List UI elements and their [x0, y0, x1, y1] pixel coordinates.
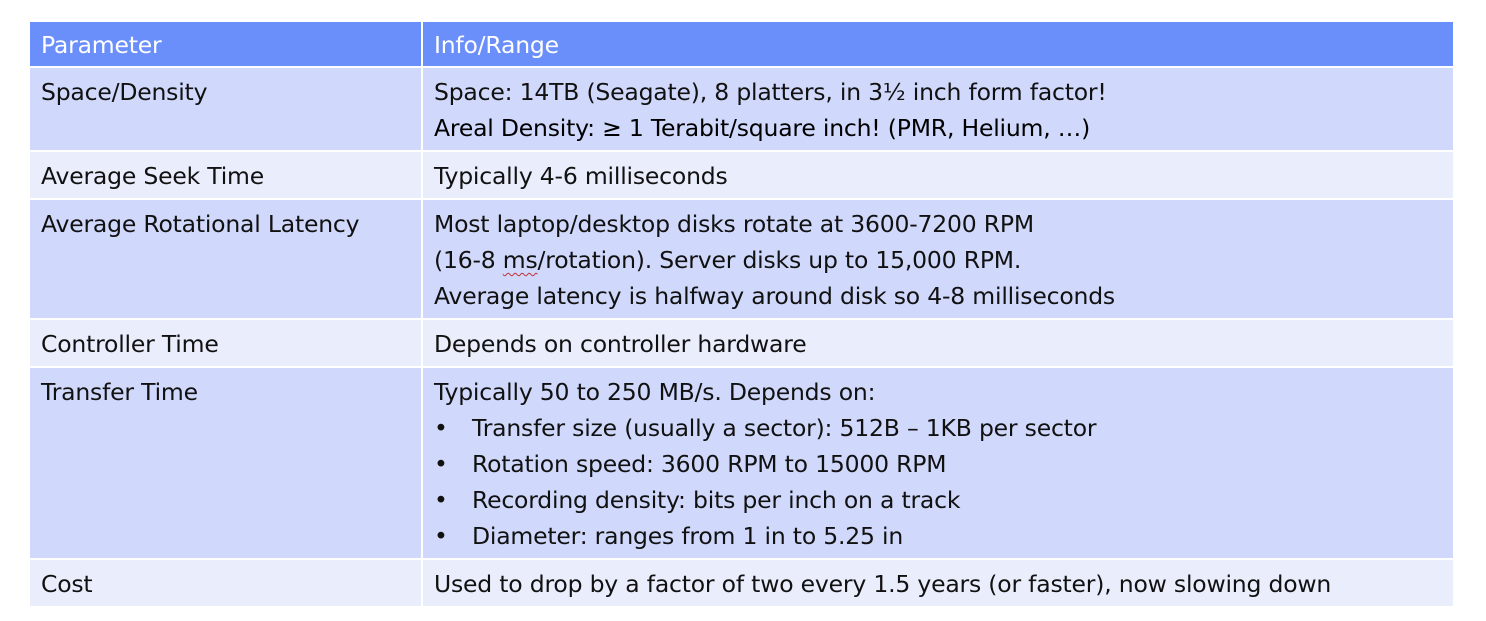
bullet-text: Diameter: ranges from 1 in to 5.25 in: [472, 522, 904, 550]
info-line-areal-density: Areal Density: ≥ 1 Terabit/square inch! …: [434, 114, 1091, 142]
info-line: Average latency is halfway around disk s…: [434, 282, 1115, 310]
info-line: Depends on controller hardware: [434, 330, 807, 358]
bullet-text: Rotation speed: 3600 RPM to 15000 RPM: [472, 450, 947, 478]
info-text: (16-8: [434, 246, 503, 274]
info-cell: Typically 4-6 milliseconds: [421, 150, 1455, 200]
table-row-controller-time: Controller Time Depends on controller ha…: [28, 318, 1455, 368]
table-header-row: Parameter Info/Range: [28, 20, 1455, 68]
bullet-icon: •: [434, 522, 448, 550]
spellcheck-marked-word: ms: [502, 246, 538, 274]
bullet-icon: •: [434, 450, 448, 478]
info-cell: Space: 14TB (Seagate), 8 platters, in 3½…: [421, 66, 1455, 152]
table-row-transfer-time: Transfer Time Typically 50 to 250 MB/s. …: [28, 366, 1455, 560]
param-cell: Cost: [28, 558, 423, 608]
param-cell: Average Rotational Latency: [28, 198, 423, 320]
bullet-icon: •: [434, 414, 448, 442]
info-line: (16-8 ms/rotation). Server disks up to 1…: [434, 242, 1443, 278]
info-line: Most laptop/desktop disks rotate at 3600…: [434, 210, 1034, 238]
info-cell: Most laptop/desktop disks rotate at 3600…: [421, 198, 1455, 320]
info-cell: Depends on controller hardware: [421, 318, 1455, 368]
info-cell: Typically 50 to 250 MB/s. Depends on: • T…: [421, 366, 1455, 560]
header-parameter: Parameter: [28, 20, 423, 68]
bullet-text: Recording density: bits per inch on a tr…: [472, 486, 961, 514]
param-cell: Transfer Time: [28, 366, 423, 560]
header-info-range: Info/Range: [421, 20, 1455, 68]
param-cell: Controller Time: [28, 318, 423, 368]
table-row-average-rotational-latency: Average Rotational Latency Most laptop/d…: [28, 198, 1455, 320]
param-cell: Space/Density: [28, 66, 423, 152]
table-row-cost: Cost Used to drop by a factor of two eve…: [28, 558, 1455, 608]
table-row-space-density: Space/Density Space: 14TB (Seagate), 8 p…: [28, 66, 1455, 152]
bullet-icon: •: [434, 486, 448, 514]
info-text: /rotation). Server disks up to 15,000 RP…: [537, 246, 1022, 274]
bullet-item: • Rotation speed: 3600 RPM to 15000 RPM: [434, 446, 1443, 482]
param-cell: Average Seek Time: [28, 150, 423, 200]
table-row-average-seek-time: Average Seek Time Typically 4-6 millisec…: [28, 150, 1455, 200]
bullet-item: • Diameter: ranges from 1 in to 5.25 in: [434, 518, 1443, 554]
info-line: Space: 14TB (Seagate), 8 platters, in 3½…: [434, 78, 1107, 106]
bullet-item: • Recording density: bits per inch on a t…: [434, 482, 1443, 518]
disk-parameters-table-container: Parameter Info/Range Space/Density Space…: [28, 20, 1455, 608]
info-line: Used to drop by a factor of two every 1.…: [434, 570, 1332, 598]
bullet-text: Transfer size (usually a sector): 512B –…: [472, 414, 1097, 442]
disk-parameters-table: Parameter Info/Range Space/Density Space…: [28, 20, 1455, 608]
bullet-item: • Transfer size (usually a sector): 512B …: [434, 410, 1443, 446]
info-cell: Used to drop by a factor of two every 1.…: [421, 558, 1455, 608]
info-line: Typically 4-6 milliseconds: [434, 162, 728, 190]
info-line: Typically 50 to 250 MB/s. Depends on:: [434, 378, 876, 406]
